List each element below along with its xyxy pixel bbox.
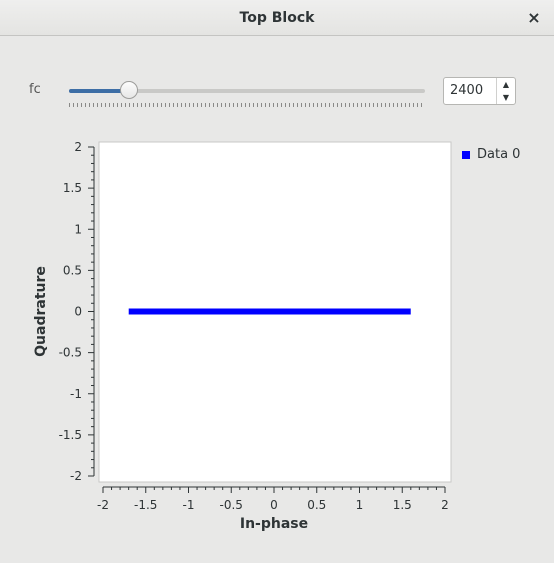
data-point [405, 308, 411, 315]
y-tick-label: -2 [70, 469, 82, 483]
x-tick-label: 0.5 [307, 498, 326, 512]
x-tick-label: 0 [270, 498, 278, 512]
ticks-layer: 2 1.5 1 0.5 0 -0.5 -1 -1.5 -2 -2 -1.5 -1 -0.5 0 0.5 1 1.… [59, 140, 449, 512]
legend-label-data-0: Data 0 [477, 147, 521, 162]
x-tick-label: 2 [441, 498, 449, 512]
x-tick-label: -1.5 [134, 498, 157, 512]
y-tick-label: 1.5 [63, 181, 82, 195]
y-tick-label: 0.5 [63, 263, 82, 277]
spin-down-icon[interactable]: ▼ [502, 93, 510, 102]
x-axis-title: In-phase [240, 516, 308, 532]
slider-handle[interactable] [119, 81, 138, 99]
y-tick-label: 0 [74, 305, 82, 319]
spin-up-icon[interactable]: ▲ [502, 80, 510, 89]
y-tick-label: -0.5 [59, 346, 82, 360]
series-0 [128, 308, 411, 315]
constellation-plot: 2 1.5 1 0.5 0 -0.5 -1 -1.5 -2 -2 -1.5 -1 -0.5 0 0.5 1 1.… [33, 140, 452, 532]
x-tick-label: -1 [183, 498, 195, 512]
y-tick-label: -1 [70, 387, 82, 401]
close-icon[interactable]: × [527, 8, 541, 27]
y-tick-label: 2 [74, 140, 82, 154]
y-tick-label: 1 [74, 222, 82, 236]
x-tick-label: 1 [356, 498, 364, 512]
title-bar[interactable]: Top Block × [0, 0, 554, 36]
spin-buttons: ▲ ▼ [496, 78, 515, 104]
fc-slider[interactable] [69, 78, 425, 108]
x-tick-label: -2 [97, 498, 109, 512]
slider-fill [69, 89, 128, 93]
legend-swatch-data-0 [462, 151, 470, 159]
fc-spinbox-value[interactable]: 2400 [450, 83, 484, 98]
x-tick-label: 1.5 [393, 498, 412, 512]
slider-track[interactable] [69, 89, 425, 93]
fc-label: fc [29, 82, 41, 97]
x-tick-label: -0.5 [220, 498, 243, 512]
data-layer [128, 308, 411, 315]
window-title: Top Block [239, 10, 315, 26]
y-axis-title: Quadrature [33, 266, 49, 357]
fc-spinbox[interactable]: 2400 ▲ ▼ [443, 77, 516, 105]
slider-ticks [69, 103, 425, 107]
y-tick-label: -1.5 [59, 428, 82, 442]
